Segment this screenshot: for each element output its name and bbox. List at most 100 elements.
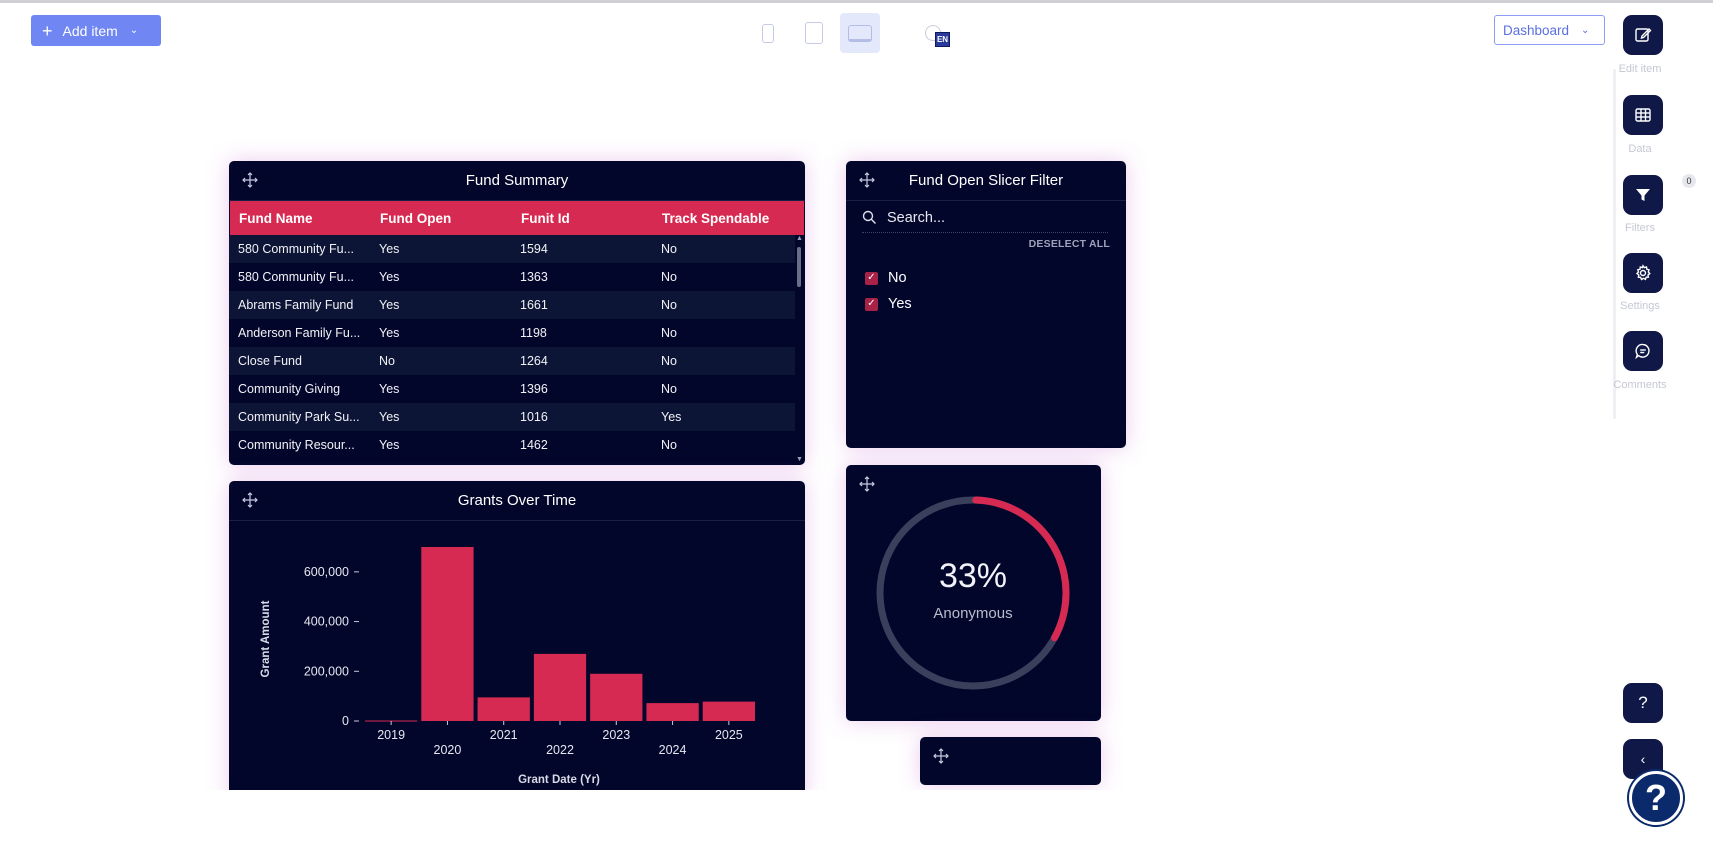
- fund-summary-header: Fund Summary: [229, 161, 805, 201]
- table-scrollbar[interactable]: ▲ ▼: [794, 235, 804, 465]
- kpi-panel: 33% Anonymous: [846, 465, 1101, 721]
- tablet-view-button[interactable]: [796, 13, 832, 53]
- data-button[interactable]: [1623, 95, 1663, 135]
- filters-count-badge: 0: [1681, 173, 1697, 189]
- panel-title: Fund Summary: [465, 172, 569, 189]
- language-button[interactable]: EN: [925, 25, 953, 49]
- chevron-left-icon: ‹: [1640, 751, 1646, 767]
- move-icon[interactable]: [932, 747, 950, 765]
- table-cell: No: [661, 298, 677, 312]
- tablet-icon: [805, 22, 823, 44]
- slicer-option-yes[interactable]: ✓ Yes: [865, 296, 912, 312]
- table-cell: 1594: [520, 242, 548, 256]
- rail-scrollbar[interactable]: [1613, 69, 1616, 419]
- y-tick-label: 600,000: [304, 565, 349, 579]
- column-header[interactable]: Fund Name: [239, 210, 313, 226]
- table-cell: 580 Community Fu...: [238, 242, 355, 256]
- table-row[interactable]: Abrams Family Fund Yes 1661 No: [229, 291, 795, 319]
- scroll-up-icon[interactable]: ▲: [796, 235, 803, 242]
- move-icon[interactable]: [858, 171, 876, 189]
- x-tick-label: 2022: [546, 743, 574, 757]
- bar-2023[interactable]: [590, 673, 643, 721]
- table-cell: Yes: [379, 270, 400, 284]
- table-row[interactable]: 580 Community Fu... Yes 1363 No: [229, 263, 795, 291]
- checkbox-checked-icon[interactable]: ✓: [865, 271, 878, 285]
- chevron-down-icon: ⌄: [129, 25, 139, 36]
- comments-label: Comments: [1613, 379, 1667, 391]
- table-icon: [1635, 108, 1651, 122]
- column-header[interactable]: Track Spendable: [662, 210, 770, 226]
- move-icon[interactable]: [241, 491, 259, 509]
- bar-2022[interactable]: [533, 653, 587, 721]
- table-cell: Community Giving: [238, 382, 341, 396]
- slicer-option-no[interactable]: ✓ No: [865, 270, 907, 286]
- x-tick-label: 2024: [659, 743, 687, 757]
- table-cell: 1363: [520, 270, 548, 284]
- bar-2025[interactable]: [702, 701, 755, 721]
- y-axis-label: Grant Amount: [260, 600, 272, 677]
- slicer-search-input[interactable]: Search...: [862, 203, 1108, 233]
- search-placeholder: Search...: [887, 209, 946, 226]
- table-cell: Yes: [379, 298, 400, 312]
- edit-item-label: Edit item: [1618, 63, 1662, 75]
- x-tick-label: 2023: [602, 728, 630, 742]
- table-cell: Yes: [661, 410, 682, 424]
- help-button[interactable]: ?: [1623, 683, 1663, 723]
- move-icon[interactable]: [241, 171, 259, 189]
- table-row[interactable]: Community Giving Yes 1396 No: [229, 375, 795, 403]
- y-tick-label: 400,000: [304, 615, 349, 629]
- table-row[interactable]: Community Park Su... Yes 1016 Yes: [229, 403, 795, 431]
- help-chat-button[interactable]: ?: [1629, 771, 1683, 825]
- table-cell: 1264: [520, 354, 548, 368]
- y-tick-label: 0: [342, 714, 349, 728]
- panel-title: Grants Over Time: [457, 492, 577, 509]
- table-cell: 1462: [520, 438, 548, 452]
- phone-view-button[interactable]: [752, 13, 784, 53]
- search-icon: [862, 210, 876, 224]
- bar-2020[interactable]: [421, 547, 474, 721]
- edit-icon: [1635, 28, 1652, 42]
- checkbox-checked-icon[interactable]: ✓: [865, 297, 878, 311]
- table-row[interactable]: 580 Community Fu... Yes 1594 No: [229, 235, 795, 263]
- table-row[interactable]: Community Resour... Yes 1462 No: [229, 431, 795, 459]
- table-cell: 1661: [520, 298, 548, 312]
- column-header[interactable]: Fund Open: [380, 210, 452, 226]
- table-row[interactable]: Anderson Family Fu... Yes 1198 No: [229, 319, 795, 347]
- table-cell: No: [661, 242, 677, 256]
- settings-button[interactable]: [1623, 253, 1663, 293]
- table-cell: Yes: [379, 242, 400, 256]
- filters-button[interactable]: [1623, 175, 1663, 215]
- table-body: 580 Community Fu... Yes 1594 No 580 Communit…: [229, 235, 795, 459]
- table-cell: No: [379, 354, 395, 368]
- add-item-button[interactable]: + Add item ⌄: [31, 15, 161, 46]
- table-cell: 580 Community Fu...: [238, 270, 355, 284]
- table-cell: No: [661, 382, 677, 396]
- bar-2024[interactable]: [646, 703, 699, 721]
- deselect-all-button[interactable]: DESELECT ALL: [1028, 238, 1110, 250]
- table-row[interactable]: Close Fund No 1264 No: [229, 347, 795, 375]
- dashboard-select[interactable]: Dashboard ⌄: [1494, 15, 1605, 45]
- table-cell: 1198: [520, 326, 547, 340]
- language-code: EN: [935, 32, 950, 47]
- option-label: Yes: [888, 296, 912, 312]
- scroll-thumb[interactable]: [797, 247, 801, 287]
- table-cell: Yes: [379, 438, 400, 452]
- column-header[interactable]: Funit Id: [521, 210, 570, 226]
- slicer-panel: Fund Open Slicer Filter Search... DESELE…: [846, 161, 1126, 448]
- comments-button[interactable]: [1623, 331, 1663, 371]
- bar-2021[interactable]: [477, 697, 530, 721]
- kpi-value: 33%: [938, 557, 1008, 595]
- table-cell: Yes: [379, 382, 400, 396]
- x-tick-label: 2020: [434, 743, 462, 757]
- scroll-down-icon[interactable]: ▼: [796, 456, 803, 463]
- x-tick-label: 2021: [490, 728, 518, 742]
- kpi-label: Anonymous: [933, 605, 1013, 622]
- table-cell: Anderson Family Fu...: [238, 326, 361, 340]
- table-cell: Yes: [379, 326, 400, 340]
- table-cell: No: [661, 354, 677, 368]
- edit-item-button[interactable]: [1623, 15, 1663, 55]
- table-cell: Community Park Su...: [238, 410, 360, 424]
- canvas-bottom-mask: [0, 790, 1600, 853]
- move-icon[interactable]: [858, 475, 876, 493]
- desktop-view-button[interactable]: [840, 13, 880, 53]
